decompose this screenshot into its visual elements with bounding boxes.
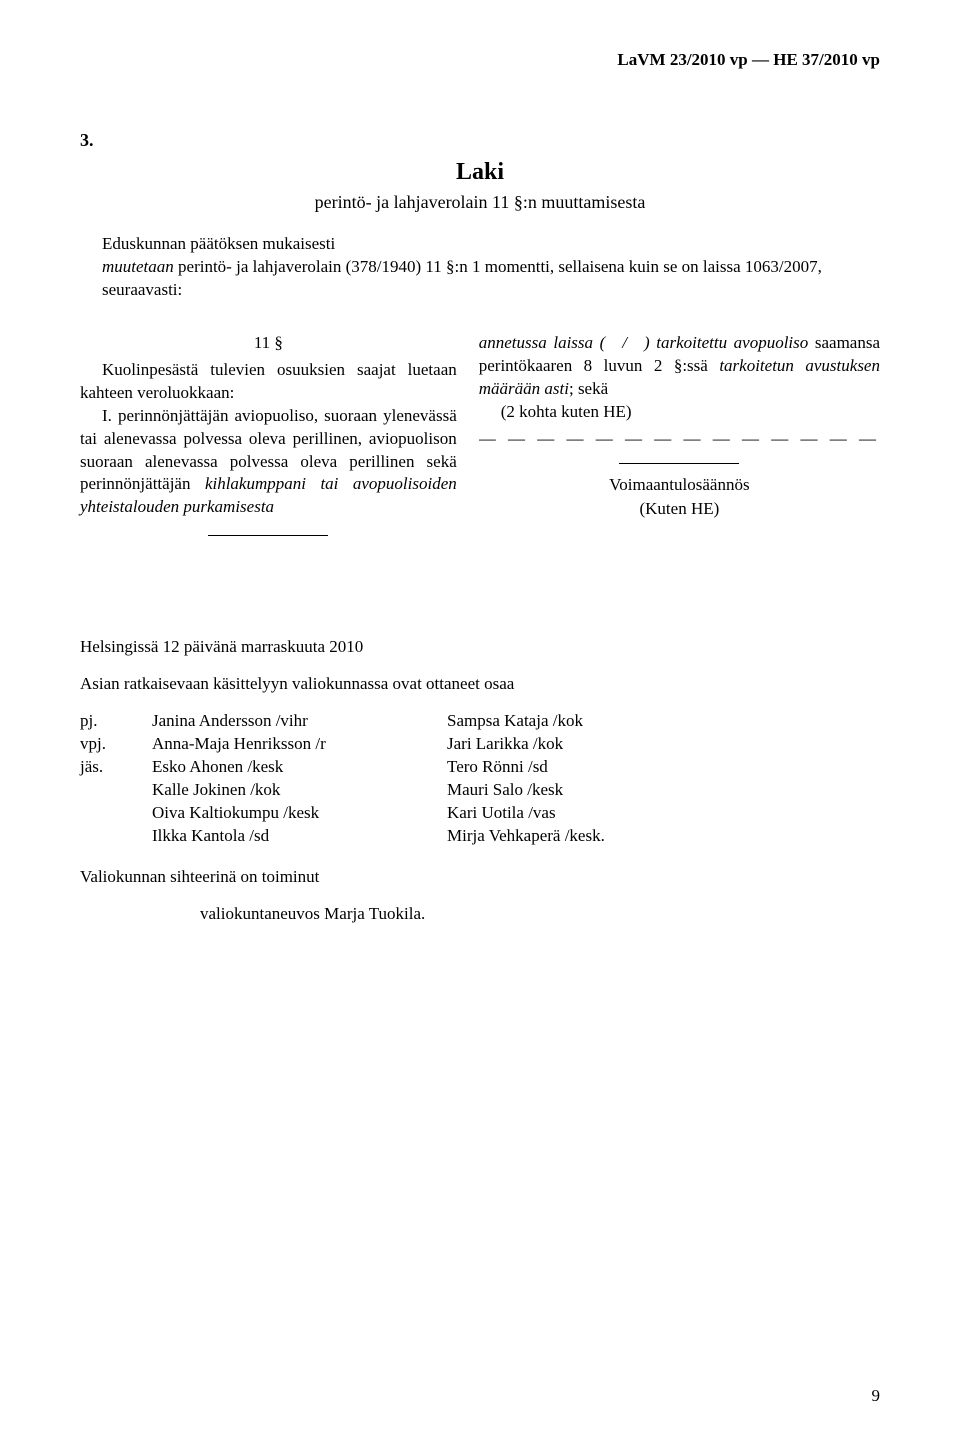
section-heading: 11 § [80, 332, 457, 355]
left-p2: I. perinnönjättäjän aviopuoliso, suoraan… [80, 405, 457, 520]
divider-rule [619, 463, 739, 464]
member: Esko Ahonen /kesk [152, 756, 417, 779]
document-header: LaVM 23/2010 vp — HE 37/2010 vp [80, 50, 880, 70]
role-vpj: vpj. [80, 733, 122, 756]
preamble-line2: muutetaan perintö- ja lahjaverolain (378… [102, 256, 880, 302]
member-roles: pj. vpj. jäs. [80, 710, 122, 848]
member: Jari Larikka /kok [447, 733, 880, 756]
role-pj: pj. [80, 710, 122, 733]
right-p1d: ; sekä [569, 379, 608, 398]
secretary-name: valiokuntaneuvos Marja Tuokila. [200, 903, 880, 926]
member: Janina Andersson /vihr [152, 710, 417, 733]
member: Mauri Salo /kesk [447, 779, 880, 802]
law-title: Laki [80, 159, 880, 186]
divider-rule [208, 535, 328, 536]
dash-line: — — — — — — — — — — — — — — [479, 428, 880, 451]
member: Kalle Jokinen /kok [152, 779, 417, 802]
page-number: 9 [872, 1386, 881, 1406]
voimaantulo-title: Voimaantulosäännös [479, 474, 880, 497]
preamble: Eduskunnan päätöksen mukaisesti muutetaa… [80, 233, 880, 302]
preamble-rest: perintö- ja lahjaverolain (378/1940) 11 … [102, 257, 822, 299]
voimaantulo-sub: (Kuten HE) [479, 498, 880, 521]
member: Anna-Maja Henriksson /r [152, 733, 417, 756]
preamble-line1: Eduskunnan päätöksen mukaisesti [102, 233, 880, 256]
left-p1: Kuolinpesästä tulevien osuuksien saajat … [80, 359, 457, 405]
left-column: 11 § Kuolinpesästä tulevien osuuksien sa… [80, 332, 457, 537]
members-columns: pj. vpj. jäs. Janina Andersson /vihr Ann… [80, 710, 880, 848]
right-column: annetussa laissa ( / ) tarkoitettu avopu… [479, 332, 880, 537]
member: Sampsa Kataja /kok [447, 710, 880, 733]
preamble-muutetaan: muutetaan [102, 257, 174, 276]
member: Kari Uotila /vas [447, 802, 880, 825]
right-p1: annetussa laissa ( / ) tarkoitettu avopu… [479, 332, 880, 401]
dateline: Helsingissä 12 päivänä marraskuuta 2010 [80, 636, 880, 659]
member: Mirja Vehkaperä /kesk. [447, 825, 880, 848]
member: Ilkka Kantola /sd [152, 825, 417, 848]
members-intro: Asian ratkaisevaan käsittelyyn valiokunn… [80, 673, 880, 696]
right-p1a: annetussa laissa ( / ) tarkoitettu avopu… [479, 333, 809, 352]
members-left: Janina Andersson /vihr Anna-Maja Henriks… [152, 710, 417, 848]
section-number: 3. [80, 130, 880, 151]
member: Tero Rönni /sd [447, 756, 880, 779]
members-right: Sampsa Kataja /kok Jari Larikka /kok Ter… [447, 710, 880, 848]
secretary-intro: Valiokunnan sihteerinä on toiminut [80, 866, 880, 889]
footer-block: Helsingissä 12 päivänä marraskuuta 2010 … [80, 636, 880, 925]
law-subtitle: perintö- ja lahjaverolain 11 §:n muuttam… [80, 192, 880, 213]
member: Oiva Kaltiokumpu /kesk [152, 802, 417, 825]
two-column-body: 11 § Kuolinpesästä tulevien osuuksien sa… [80, 332, 880, 537]
right-p2: (2 kohta kuten HE) [479, 401, 880, 424]
role-jas: jäs. [80, 756, 122, 779]
